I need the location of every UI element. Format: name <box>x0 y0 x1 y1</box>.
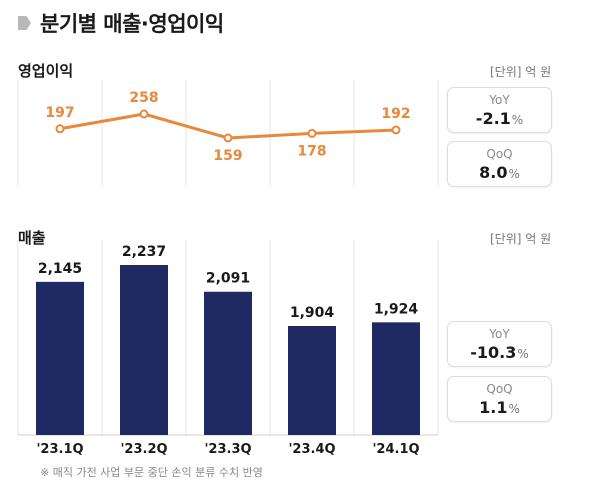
bar-data-label: 1,924 <box>374 301 419 317</box>
revenue-label: 매출 <box>18 229 46 247</box>
revenue-qoq-value: 1.1% <box>479 398 520 417</box>
yoy-label: YoY <box>489 327 510 341</box>
operating-profit-label: 영업이익 <box>18 62 74 80</box>
page-header: 분기별 매출·영업이익 <box>18 8 224 38</box>
title-marker-icon <box>18 16 31 30</box>
line-data-label: 178 <box>297 143 326 159</box>
revenue-unit: [단위] 억 원 <box>490 232 552 246</box>
bar-data-label: 1,904 <box>290 305 335 321</box>
line-point <box>307 128 317 138</box>
yoy-label: YoY <box>489 93 510 107</box>
operating-profit-yoy-value: -2.1% <box>475 109 524 128</box>
revenue-bar <box>120 265 168 435</box>
line-point <box>391 125 401 135</box>
x-tick-label: '24.1Q <box>372 442 419 457</box>
operating-profit-line-chart: 197 258 159 178 192 <box>17 80 439 186</box>
line-data-label: 258 <box>129 90 158 106</box>
qoq-label: QoQ <box>486 382 513 396</box>
line-point <box>139 109 149 119</box>
x-tick-label: '23.3Q <box>204 442 251 457</box>
line-data-label: 159 <box>213 148 242 164</box>
revenue-yoy-box: YoY -10.3% <box>447 321 552 367</box>
operating-profit-qoq-box: QoQ 8.0% <box>447 141 552 187</box>
x-tick-label: '23.4Q <box>288 442 335 457</box>
revenue-yoy-value: -10.3% <box>470 343 529 362</box>
footnote: ※ 매직 가전 사업 부문 중단 손익 분류 수치 반영 <box>40 466 263 479</box>
line-data-label: 197 <box>45 105 74 121</box>
operating-profit-qoq-value: 8.0% <box>479 163 520 182</box>
revenue-bar <box>204 291 252 435</box>
revenue-bar <box>288 326 336 435</box>
bar-data-label: 2,145 <box>38 261 82 277</box>
revenue-bar <box>36 281 84 435</box>
x-tick-label: '23.1Q <box>36 442 83 457</box>
page-title: 분기별 매출·영업이익 <box>40 12 224 36</box>
revenue-bar-chart: 2,145 '23.1Q 2,237 '23.2Q 2,091 '23.3Q 1,904 '2… <box>17 240 439 457</box>
line-point <box>55 124 65 134</box>
x-tick-label: '23.2Q <box>120 442 167 457</box>
line-data-label: 192 <box>381 106 410 122</box>
revenue-bar <box>372 322 420 435</box>
qoq-label: QoQ <box>486 147 513 161</box>
operating-profit-unit: [단위] 억 원 <box>490 65 552 79</box>
revenue-qoq-box: QoQ 1.1% <box>447 376 552 422</box>
bar-data-label: 2,091 <box>206 271 250 287</box>
bar-data-label: 2,237 <box>122 244 166 260</box>
operating-profit-yoy-box: YoY -2.1% <box>447 87 552 133</box>
line-point <box>223 133 233 143</box>
